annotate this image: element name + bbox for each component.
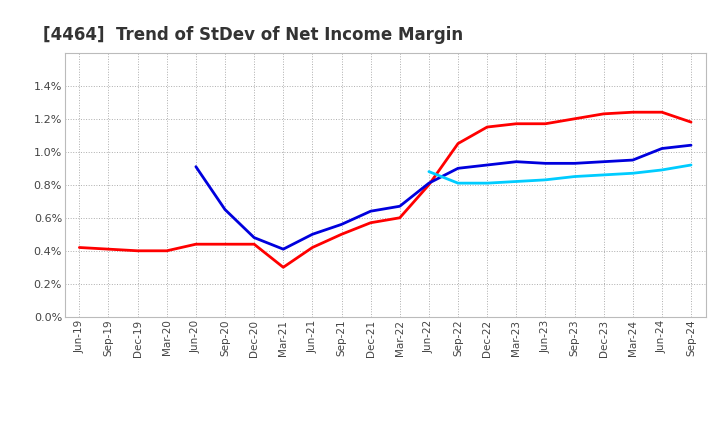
5 Years [279, 246, 287, 252]
5 Years [395, 204, 404, 209]
3 Years [250, 242, 258, 247]
3 Years [192, 242, 200, 247]
Line: 5 Years: 5 Years [196, 145, 691, 249]
3 Years [541, 121, 550, 126]
Line: 7 Years: 7 Years [429, 165, 691, 183]
3 Years [657, 110, 666, 115]
7 Years [570, 174, 579, 179]
3 Years [133, 248, 142, 253]
3 Years [687, 119, 696, 125]
3 Years [163, 248, 171, 253]
3 Years [279, 264, 287, 270]
7 Years [483, 180, 492, 186]
5 Years [366, 209, 375, 214]
7 Years [454, 180, 462, 186]
5 Years [687, 143, 696, 148]
5 Years [425, 180, 433, 186]
3 Years [337, 231, 346, 237]
7 Years [687, 162, 696, 168]
5 Years [337, 222, 346, 227]
7 Years [541, 177, 550, 183]
3 Years [599, 111, 608, 117]
3 Years [425, 182, 433, 187]
5 Years [220, 207, 229, 212]
3 Years [75, 245, 84, 250]
7 Years [657, 167, 666, 172]
3 Years [483, 125, 492, 130]
Text: [4464]  Trend of StDev of Net Income Margin: [4464] Trend of StDev of Net Income Marg… [43, 26, 464, 44]
5 Years [454, 165, 462, 171]
5 Years [570, 161, 579, 166]
5 Years [483, 162, 492, 168]
5 Years [512, 159, 521, 165]
3 Years [395, 215, 404, 220]
7 Years [599, 172, 608, 177]
5 Years [250, 235, 258, 240]
7 Years [629, 171, 637, 176]
Line: 3 Years: 3 Years [79, 112, 691, 267]
3 Years [366, 220, 375, 225]
5 Years [541, 161, 550, 166]
3 Years [308, 245, 317, 250]
3 Years [629, 110, 637, 115]
3 Years [104, 246, 113, 252]
3 Years [220, 242, 229, 247]
7 Years [425, 169, 433, 174]
3 Years [512, 121, 521, 126]
3 Years [454, 141, 462, 146]
5 Years [192, 164, 200, 169]
5 Years [629, 158, 637, 163]
7 Years [512, 179, 521, 184]
5 Years [657, 146, 666, 151]
3 Years [570, 116, 579, 121]
5 Years [599, 159, 608, 165]
5 Years [308, 231, 317, 237]
